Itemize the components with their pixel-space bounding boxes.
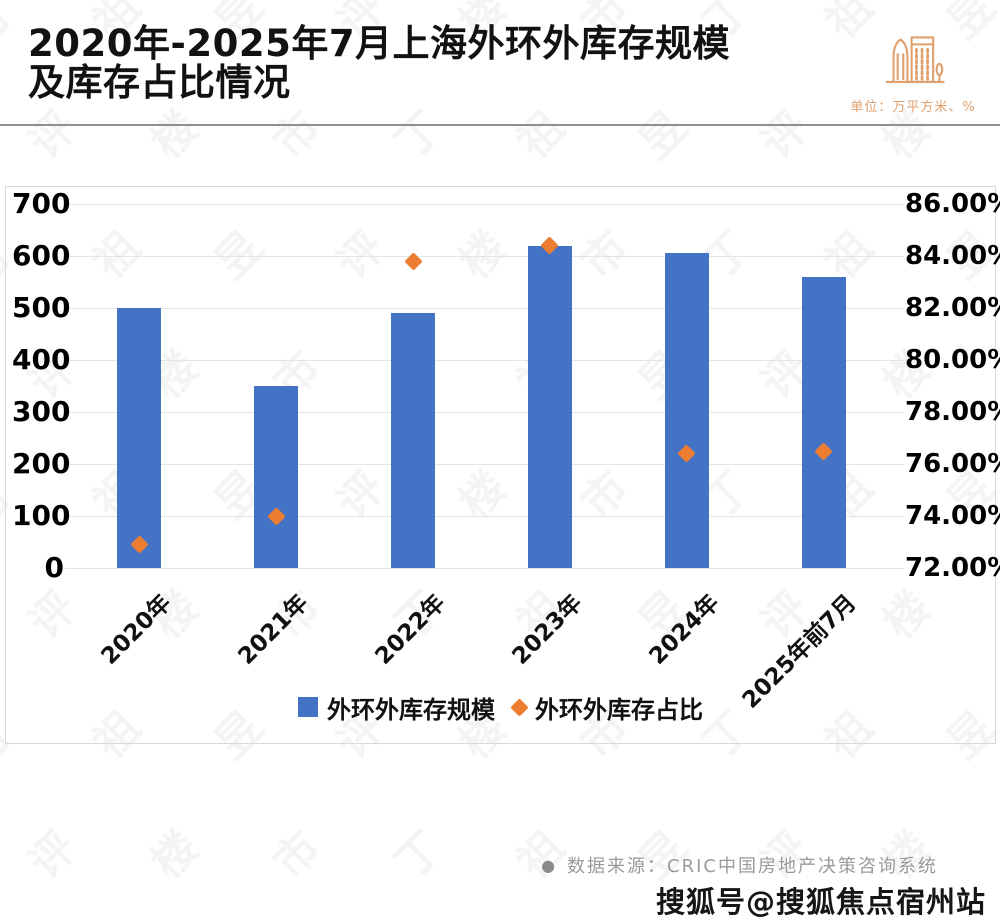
header-divider <box>0 124 1000 126</box>
right-axis-tick: 78.00% <box>905 397 1000 427</box>
right-axis-tick: 80.00% <box>905 345 1000 375</box>
left-axis-tick: 0 <box>44 551 64 584</box>
bar-2020年 <box>117 308 162 568</box>
right-axis-tick: 84.00% <box>905 241 1000 271</box>
bar-2021年 <box>254 386 299 568</box>
grid-line <box>65 204 904 205</box>
grid-line <box>65 412 904 413</box>
left-axis-tick: 400 <box>12 343 71 376</box>
bar-2023年 <box>527 245 572 568</box>
right-axis-tick: 76.00% <box>905 449 1000 479</box>
chart-card: 0 72.00% 100 74.00% 200 76.00% 300 78.00% 400 80.… <box>5 186 1000 744</box>
legend-label: 外环外库存规模 <box>327 695 495 724</box>
left-axis-tick: 700 <box>12 187 71 220</box>
bullet-icon: ● <box>541 855 558 875</box>
source-text: 数据来源：CRIC中国房地产决策咨询系统 <box>567 856 938 877</box>
source-note: ● 数据来源：CRIC中国房地产决策咨询系统 <box>541 852 938 878</box>
x-label-2022年: 2022年 <box>370 589 451 670</box>
legend-item-scatter: 外环外库存占比 <box>510 690 703 725</box>
right-axis-tick: 72.00% <box>905 553 1000 583</box>
page-title-line2: 及库存占比情况 <box>28 61 291 104</box>
x-label-2023年: 2023年 <box>507 589 588 670</box>
x-label-2021年: 2021年 <box>233 589 314 670</box>
bar-2022年 <box>391 313 436 568</box>
header-right: 单位：万平方米、% <box>834 28 992 115</box>
left-axis-tick: 100 <box>12 499 71 532</box>
chart-legend: 外环外库存规模 外环外库存占比 <box>6 693 995 724</box>
grid-line <box>65 256 904 257</box>
bar-2024年 <box>664 253 709 568</box>
grid-line <box>65 516 904 517</box>
page-title-line1: 2020年-2025年7月上海外环外库存规模 <box>28 22 731 65</box>
page-title: 2020年-2025年7月上海外环外库存规模 及库存占比情况 <box>28 24 730 102</box>
marker-2022年 <box>403 251 423 271</box>
left-axis-tick: 600 <box>12 239 71 272</box>
social-watermark: 搜狐号@搜狐焦点宿州站 <box>655 885 986 919</box>
right-axis-tick: 86.00% <box>905 189 1000 219</box>
left-axis-tick: 300 <box>12 395 71 428</box>
right-axis-tick: 82.00% <box>905 293 1000 323</box>
building-icon <box>885 36 945 83</box>
legend-square-icon <box>298 697 318 717</box>
legend-diamond-icon <box>510 697 529 717</box>
left-axis-tick: 200 <box>12 447 71 480</box>
legend-item-bar: 外环外库存规模 <box>298 690 495 725</box>
unit-label: 单位：万平方米、% <box>850 100 976 115</box>
grid-line <box>65 568 904 569</box>
x-label-2024年: 2024年 <box>644 589 725 670</box>
right-axis-tick: 74.00% <box>905 501 1000 531</box>
x-label-2020年: 2020年 <box>96 589 177 670</box>
left-axis-tick: 500 <box>12 291 71 324</box>
grid-line <box>65 464 904 465</box>
grid-line <box>65 360 904 361</box>
bar-2025年前7月 <box>801 276 846 568</box>
legend-label: 外环外库存占比 <box>535 695 703 724</box>
grid-line <box>65 308 904 309</box>
